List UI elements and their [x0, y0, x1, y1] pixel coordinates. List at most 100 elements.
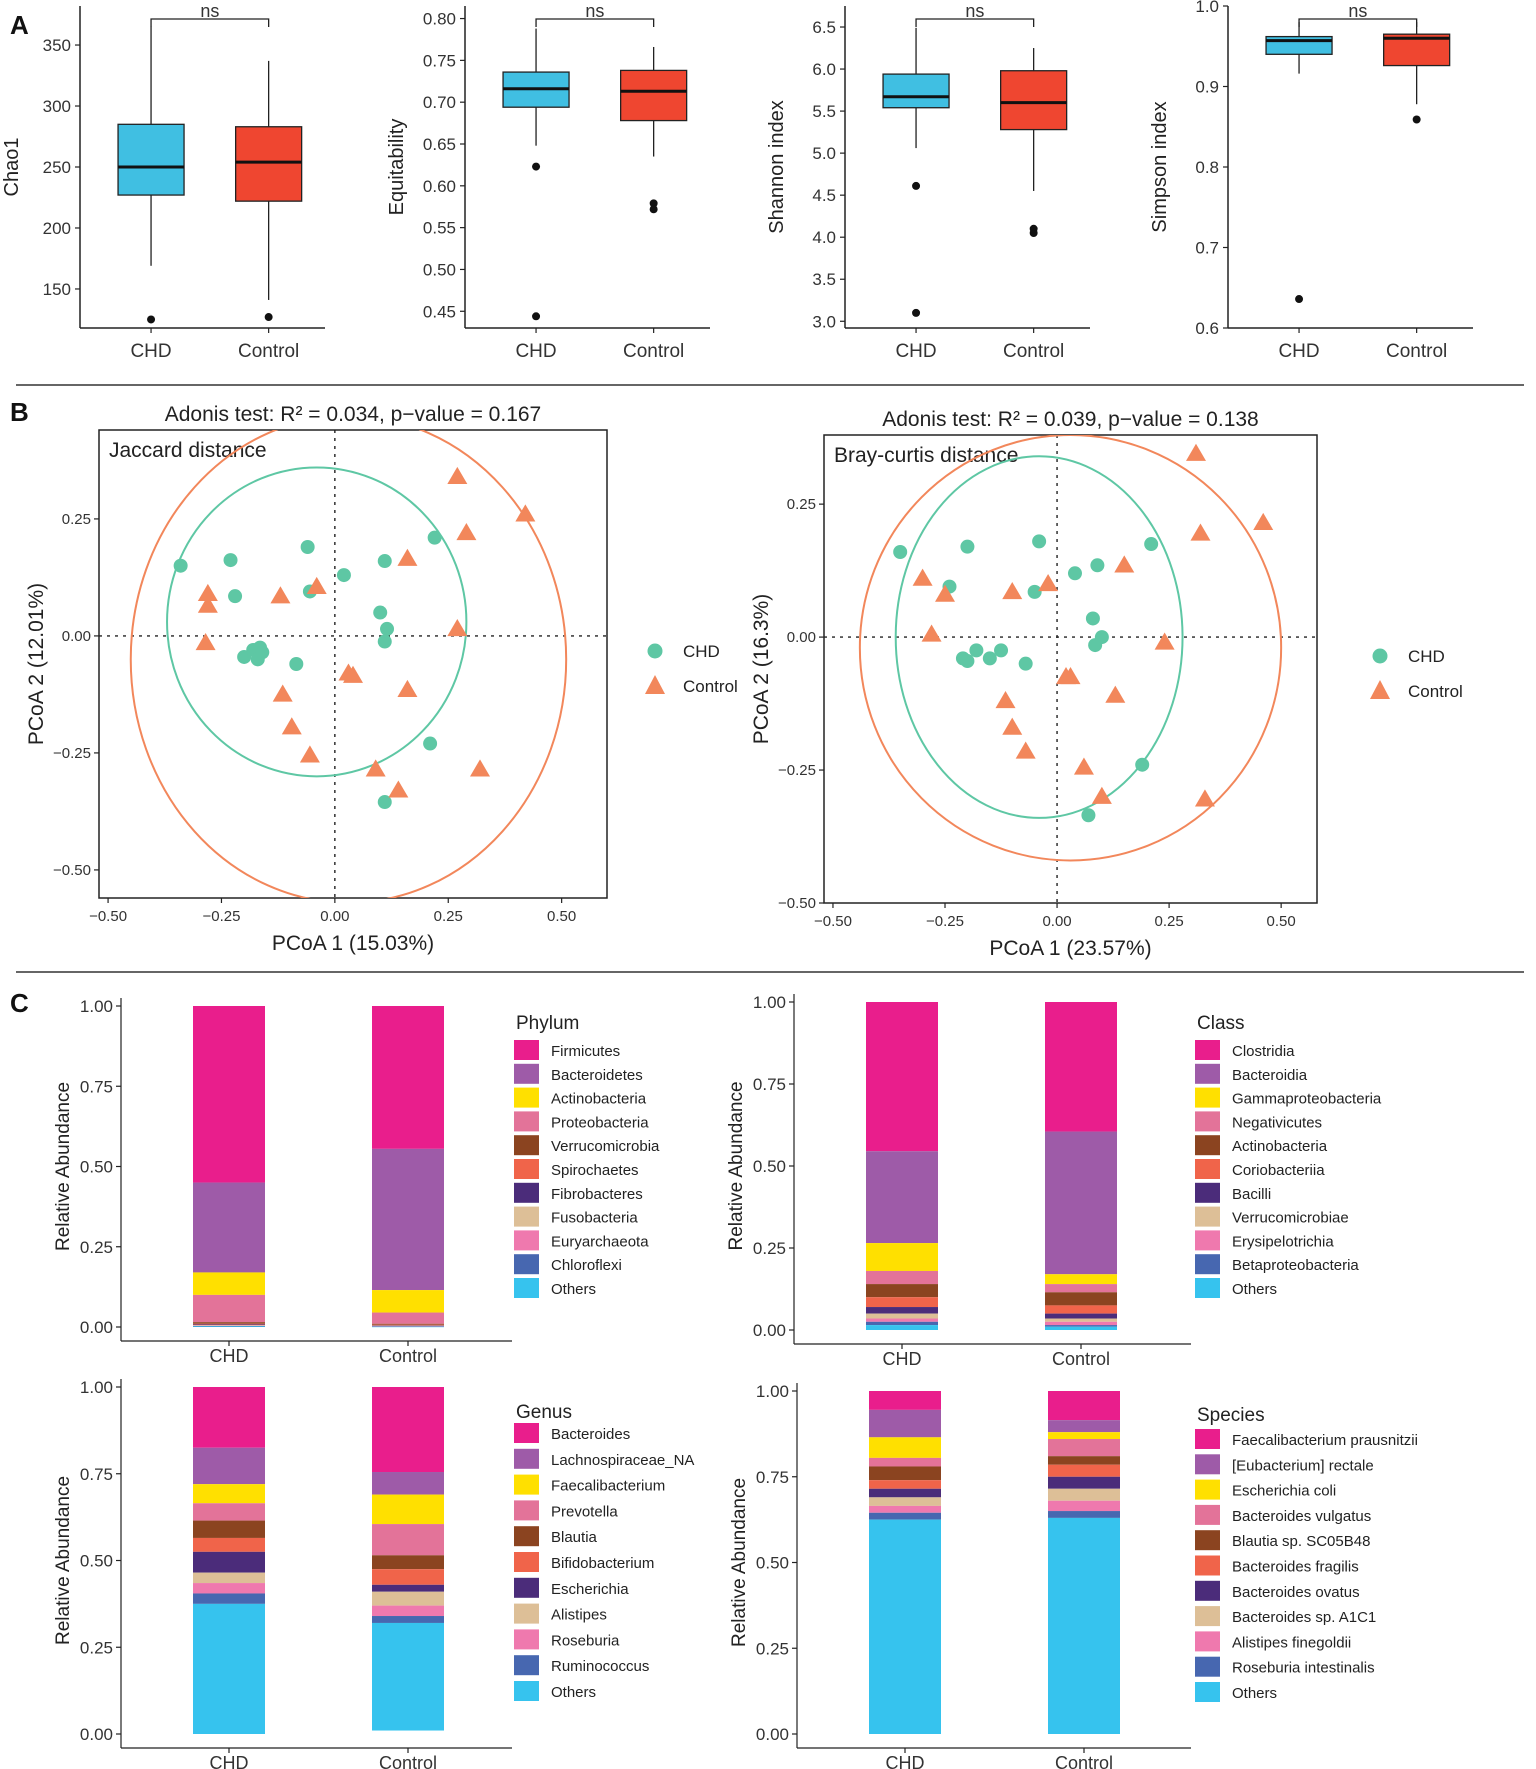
bar-segment: [869, 1488, 941, 1498]
legend-label: Bacilli: [1232, 1186, 1271, 1203]
legend-label: Euryarchaeota: [551, 1233, 649, 1250]
outlier-point: [1029, 228, 1038, 237]
bar-segment: [869, 1519, 941, 1734]
legend-label: Fibrobacteres: [551, 1186, 643, 1203]
charts-group: 150 200 250 300 350 Chao1 CHD Control ns 0.45 0.50…: [1, 0, 1473, 1769]
bar-segment: [1048, 1464, 1120, 1477]
y-axis-title: PCoA 2 (16.3%): [750, 594, 773, 745]
bar-segment: [193, 1447, 265, 1485]
outlier-point: [264, 313, 273, 322]
legend-label: Actinobacteria: [551, 1091, 647, 1108]
y-tick-label: 0.70: [423, 93, 456, 112]
bar-segment: [1048, 1476, 1120, 1489]
legend-swatch: [514, 1159, 539, 1179]
legend-swatch: [514, 1629, 539, 1650]
bar-segment: [193, 1503, 265, 1521]
bar-segment: [372, 1326, 444, 1327]
point-chd: [427, 530, 442, 545]
legend-swatch: [1195, 1530, 1220, 1551]
legend-label: Prevotella: [551, 1503, 618, 1520]
y-tick-label: 1.00: [753, 993, 786, 1012]
bar-segment: [866, 1243, 938, 1271]
bar-segment: [193, 1593, 265, 1604]
x-tick-label: Control: [1055, 1753, 1113, 1769]
point-chd: [960, 654, 975, 669]
pcoa_braycurtis-scatter: Adonis test: R² = 0.039, p−value = 0.138…: [750, 408, 1463, 960]
legend-swatch: [1195, 1656, 1220, 1677]
bar-segment: [372, 1494, 444, 1525]
legend-key-control: [645, 675, 665, 694]
box-iqr: [1000, 70, 1068, 131]
bar-segment: [193, 1323, 265, 1325]
bar-segment: [193, 1182, 265, 1273]
point-control: [1015, 741, 1036, 759]
point-chd: [1027, 584, 1042, 599]
point-chd: [982, 651, 997, 666]
bar-segment: [372, 1472, 444, 1495]
significance-label: ns: [965, 1, 984, 21]
y-tick-label: 0.50: [80, 1552, 113, 1571]
legend-label: Ruminococcus: [551, 1658, 649, 1675]
legend-label: Bacteroides vulgatus: [1232, 1508, 1371, 1525]
point-control: [197, 583, 218, 601]
bar-segment: [193, 1294, 265, 1323]
y-tick-label: 200: [43, 219, 71, 238]
x-tick-label: 0.00: [320, 908, 349, 925]
y-tick-label: −0.25: [778, 762, 816, 779]
legend-label: [Eubacterium] rectale: [1232, 1457, 1374, 1474]
bar-segment: [193, 1537, 265, 1552]
point-chd: [1032, 534, 1047, 549]
legend-label: Verrucomicrobiae: [1232, 1210, 1349, 1227]
bar-segment: [1048, 1500, 1120, 1512]
legend-label: Chloroflexi: [551, 1257, 622, 1274]
legend-swatch: [514, 1278, 539, 1298]
y-tick-label: 6.5: [812, 18, 836, 37]
point-control: [1114, 555, 1135, 573]
point-chd: [1144, 537, 1159, 552]
legend-swatch: [514, 1655, 539, 1676]
plot-title: Adonis test: R² = 0.039, p−value = 0.138: [882, 408, 1259, 431]
legend-label: Bacteroides: [551, 1426, 630, 1443]
point-control: [388, 780, 409, 798]
y-tick-label: −0.25: [53, 745, 91, 762]
outlier-point: [1412, 115, 1421, 124]
legend-swatch: [1195, 1159, 1220, 1179]
distance-label: Jaccard distance: [109, 439, 267, 462]
outlier-point: [912, 308, 921, 317]
bar-segment: [193, 1484, 265, 1504]
y-axis-title: Chao1: [1, 138, 23, 197]
bar-segment: [193, 1603, 265, 1734]
point-control: [995, 690, 1016, 709]
box-control: [1383, 22, 1451, 124]
y-tick-label: 0.25: [62, 511, 91, 528]
y-axis-title: Simpson index: [1149, 101, 1171, 232]
legend-swatch: [1195, 1111, 1220, 1132]
bar-segment: [1048, 1456, 1120, 1465]
bar-segment: [866, 1284, 938, 1298]
legend-label-chd: CHD: [683, 642, 720, 661]
point-chd: [1085, 611, 1100, 626]
x-tick-label: Control: [379, 1346, 437, 1366]
legend-label: Others: [1232, 1281, 1277, 1298]
legend-label: Faecalibacterium prausnitzii: [1232, 1432, 1418, 1449]
genus-stacked-bar: 0.00 0.25 0.50 0.75 1.00 Relative Abundance CH…: [53, 1378, 694, 1769]
point-control: [1038, 573, 1059, 592]
x-tick-label: CHD: [515, 341, 556, 362]
y-tick-label: 0.00: [787, 629, 816, 646]
box-iqr: [620, 69, 688, 122]
legend-key-chd: [647, 643, 663, 659]
legend-swatch: [1195, 1555, 1220, 1576]
y-tick-label: 0.00: [62, 628, 91, 645]
legend-swatch: [1195, 1479, 1220, 1500]
legend-label: Coriobacteriia: [1232, 1162, 1325, 1179]
legend-label-control: Control: [683, 677, 738, 696]
y-axis-title: Shannon index: [766, 100, 788, 233]
legend: Species Faecalibacterium prausnitzii [Euba…: [1195, 1405, 1418, 1702]
y-tick-label: 5.5: [812, 102, 836, 121]
point-control: [447, 466, 468, 484]
x-axis-title: PCoA 1 (23.57%): [989, 937, 1151, 960]
point-chd: [1081, 808, 1096, 823]
bar-segment: [372, 1616, 444, 1623]
ellipse-control: [858, 435, 1283, 862]
